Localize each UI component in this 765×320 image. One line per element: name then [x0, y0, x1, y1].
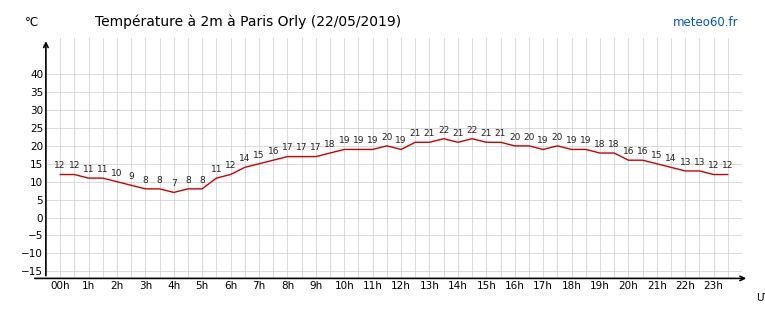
Text: 18: 18	[608, 140, 620, 149]
Text: 17: 17	[296, 143, 308, 152]
Text: 13: 13	[679, 158, 691, 167]
Text: 12: 12	[54, 161, 66, 170]
Text: meteo60.fr: meteo60.fr	[673, 16, 738, 29]
Text: 20: 20	[552, 133, 563, 142]
Text: 20: 20	[381, 133, 392, 142]
Text: 12: 12	[225, 161, 236, 170]
Text: 12: 12	[708, 161, 719, 170]
Text: 16: 16	[268, 147, 279, 156]
Text: 8: 8	[142, 176, 148, 185]
Text: 14: 14	[666, 154, 677, 163]
Text: 19: 19	[396, 136, 407, 145]
Text: 14: 14	[239, 154, 250, 163]
Text: 20: 20	[523, 133, 535, 142]
Text: 21: 21	[409, 129, 421, 138]
Text: 19: 19	[566, 136, 578, 145]
Text: 9: 9	[129, 172, 134, 181]
Text: 10: 10	[111, 169, 122, 178]
Text: UTC: UTC	[756, 293, 765, 303]
Text: 12: 12	[69, 161, 80, 170]
Text: 8: 8	[185, 176, 190, 185]
Text: 19: 19	[367, 136, 379, 145]
Text: 7: 7	[171, 179, 177, 188]
Text: 21: 21	[424, 129, 435, 138]
Text: Température à 2m à Paris Orly (22/05/2019): Température à 2m à Paris Orly (22/05/201…	[95, 14, 401, 29]
Text: 15: 15	[253, 151, 265, 160]
Text: 22: 22	[438, 125, 449, 134]
Text: 21: 21	[495, 129, 506, 138]
Text: 11: 11	[83, 165, 94, 174]
Text: 12: 12	[722, 161, 734, 170]
Text: 15: 15	[651, 151, 662, 160]
Text: 17: 17	[282, 143, 293, 152]
Text: 13: 13	[694, 158, 705, 167]
Text: 16: 16	[636, 147, 649, 156]
Text: 11: 11	[210, 165, 222, 174]
Text: 16: 16	[623, 147, 634, 156]
Text: 18: 18	[324, 140, 336, 149]
Text: 17: 17	[310, 143, 321, 152]
Text: 19: 19	[537, 136, 549, 145]
Text: °C: °C	[25, 16, 39, 29]
Text: 20: 20	[509, 133, 520, 142]
Text: 19: 19	[580, 136, 591, 145]
Text: 18: 18	[594, 140, 606, 149]
Text: 22: 22	[467, 125, 477, 134]
Text: 8: 8	[200, 176, 205, 185]
Text: 11: 11	[97, 165, 109, 174]
Text: 8: 8	[157, 176, 162, 185]
Text: 19: 19	[338, 136, 350, 145]
Text: 21: 21	[452, 129, 464, 138]
Text: 21: 21	[480, 129, 492, 138]
Text: 19: 19	[353, 136, 364, 145]
